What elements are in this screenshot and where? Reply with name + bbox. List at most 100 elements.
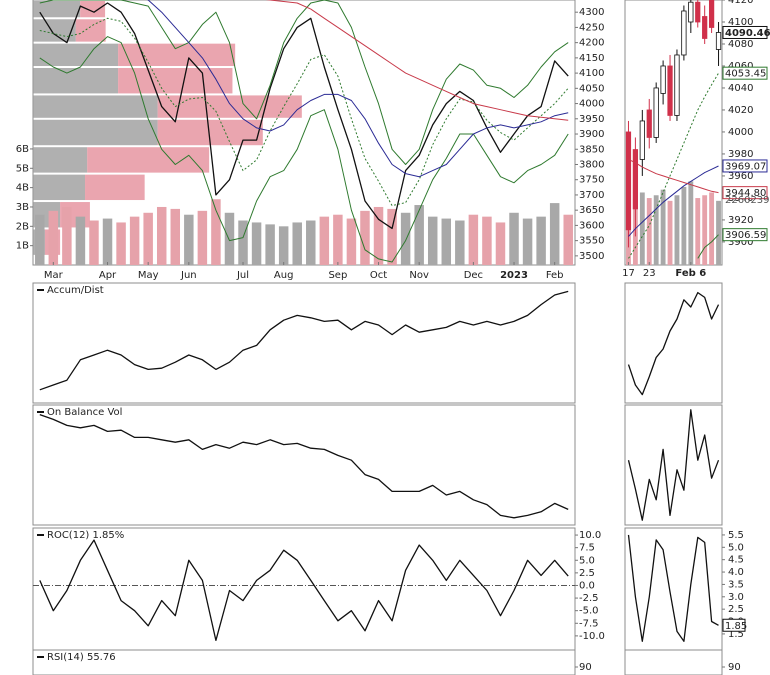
x-tick-label: 2023 [500, 270, 528, 281]
y-tick-label: 4080 [728, 39, 753, 50]
volume-by-price-bar [33, 43, 119, 67]
candle-body [695, 1, 701, 23]
y-tick-label: 1.5 [728, 629, 744, 640]
volume-bar [184, 214, 194, 265]
y-tick-label: 4100 [728, 17, 753, 28]
volume-bar [306, 220, 316, 265]
volume-bar [522, 218, 533, 265]
y2-tick-label: 4B [16, 183, 29, 194]
series-line [265, 0, 569, 121]
y-tick-label: 90 [728, 662, 741, 673]
volume-bar [278, 226, 289, 265]
candle-body [715, 32, 722, 50]
y-tick-label: 4050 [579, 83, 604, 94]
panel [627, 291, 720, 396]
panel-title: Accum/Dist [47, 285, 104, 296]
y-tick-label: 4.0 [728, 567, 744, 578]
price-label: 3906.59 [725, 230, 766, 241]
volume-by-price-bar [33, 174, 86, 201]
x-tick-label: 23 [643, 268, 656, 279]
x-tick-label: Feb [546, 270, 564, 281]
y-tick-label: 3700 [579, 190, 604, 201]
panel-title: On Balance Vol [47, 407, 122, 418]
volume-bar [688, 181, 694, 265]
price-label: 3944.80 [725, 188, 766, 199]
x-tick-label: Aug [274, 270, 294, 281]
volume-bar [667, 200, 673, 265]
x-tick-label: Apr [99, 270, 117, 281]
series-line [697, 234, 719, 259]
y-tick-label: 4040 [728, 83, 753, 94]
volume-by-price-bar [33, 95, 158, 118]
volume-bar [102, 218, 113, 265]
volume-by-price-bar [75, 19, 106, 42]
volume-bar [455, 220, 465, 265]
volume-by-price-bar [33, 68, 119, 94]
volume-bar [238, 220, 248, 265]
volume-bar [495, 222, 506, 265]
volume-bar [116, 222, 126, 265]
volume-by-price-bar [118, 43, 236, 67]
volume-bar [482, 216, 492, 265]
volume-bar [197, 210, 208, 265]
volume-bar [319, 216, 330, 265]
candle-body [702, 16, 708, 39]
y-tick-label: 4100 [579, 68, 604, 79]
volume-bar [251, 222, 262, 265]
volume-bar [211, 199, 221, 265]
series-line [627, 409, 720, 521]
panel-frame [32, 282, 576, 404]
volume-bar [563, 214, 573, 265]
y-tick-label: 4120 [728, 0, 753, 6]
panel-title: ROC(12) 1.85% [47, 530, 124, 541]
panel-frame [32, 527, 576, 651]
y-tick-label: -2.5 [579, 593, 599, 604]
volume-bar [265, 224, 275, 265]
candle-body [660, 65, 666, 94]
volume-bar [89, 220, 99, 265]
y-tick-label: 90 [579, 662, 592, 673]
y-tick-label: -7.5 [579, 618, 599, 629]
y-tick-label: -5.0 [579, 606, 599, 617]
series-line [39, 0, 569, 165]
y-tick-label: 3900 [728, 237, 753, 248]
x-tick-label: 17 [622, 268, 635, 279]
volume-bar [75, 216, 86, 265]
candle-body [674, 54, 680, 116]
panel-frame [624, 404, 723, 526]
candle-body [681, 10, 687, 56]
panel-frame [624, 527, 723, 651]
series-line [146, 0, 569, 178]
volume-bar [702, 195, 708, 265]
price-label: 4053.45 [725, 69, 766, 80]
y2-tick-label: 5B [16, 163, 29, 174]
volume-bar [333, 214, 343, 265]
panel [627, 534, 719, 642]
volume-bar [536, 216, 546, 265]
y-tick-label: 5.0 [728, 542, 744, 553]
y-tick-label: 4.5 [728, 555, 744, 566]
x-tick-label: Nov [409, 270, 429, 281]
price-label-box [722, 186, 768, 200]
y-tick-label: 3650 [579, 205, 604, 216]
volume-bar [549, 203, 560, 265]
y-tick-label: 2.5 [579, 568, 595, 579]
volume-bar [48, 210, 59, 265]
volume-bar [400, 212, 411, 265]
y-tick-label: 3750 [579, 175, 604, 186]
y-tick-label: 7.5 [579, 543, 595, 554]
x-tick-label: Dec [464, 270, 483, 281]
y-tick-label: 3980 [728, 149, 753, 160]
volume-bar [468, 214, 479, 265]
volume-bar [156, 206, 167, 265]
volume-bar [35, 214, 45, 265]
y-tick-label: 3950 [579, 114, 604, 125]
candle-body [708, 0, 715, 28]
panel [33, 0, 573, 265]
y-tick-label: 4000 [728, 127, 753, 138]
y-tick-label: 4060 [728, 61, 753, 72]
price-label: 3969.07 [725, 161, 766, 172]
y-tick-label: 3500 [579, 251, 604, 262]
